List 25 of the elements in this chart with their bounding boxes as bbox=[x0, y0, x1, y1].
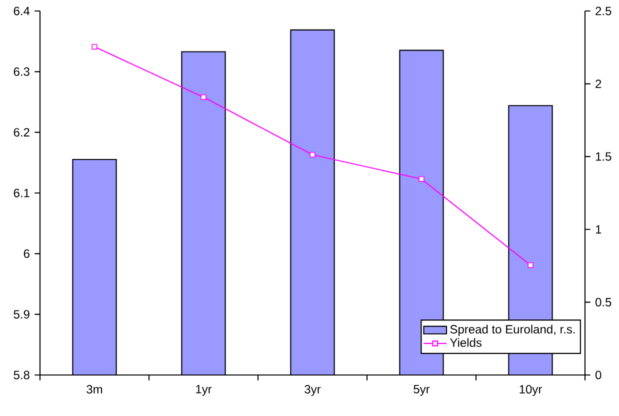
legend-label: Spread to Euroland, r.s. bbox=[450, 324, 575, 336]
y-tick-label: 6.3 bbox=[14, 67, 30, 76]
y2-tick-label: 0.5 bbox=[595, 298, 612, 306]
point bbox=[310, 152, 316, 158]
y-tick-label: 5.8 bbox=[14, 370, 30, 380]
y2-tick-label: 0 bbox=[595, 370, 602, 380]
legend-label: Yields bbox=[450, 338, 482, 347]
x-tick-label: 5yr bbox=[414, 385, 430, 396]
y-tick-label: 6.4 bbox=[14, 6, 30, 16]
y-tick-label: 5.9 bbox=[14, 310, 30, 319]
y2-tick-label: 1.5 bbox=[596, 152, 612, 161]
x-tick-label: 1yr bbox=[196, 385, 212, 396]
point bbox=[92, 44, 98, 50]
y-tick-label: 6.2 bbox=[14, 128, 30, 137]
x-tick-label: 10yr bbox=[520, 385, 542, 396]
point bbox=[200, 94, 206, 100]
x-tick-label: 3yr bbox=[304, 385, 321, 396]
point bbox=[418, 176, 424, 182]
y-tick-label: 6.1 bbox=[14, 188, 30, 198]
x-tick-label: 3m bbox=[86, 385, 102, 394]
y2-tick-label: 2.5 bbox=[596, 6, 612, 16]
point bbox=[528, 262, 534, 268]
y2-tick-label: 2 bbox=[596, 80, 602, 88]
y2-tick-label: 1 bbox=[596, 225, 602, 234]
y-tick-label: 6 bbox=[24, 249, 30, 258]
